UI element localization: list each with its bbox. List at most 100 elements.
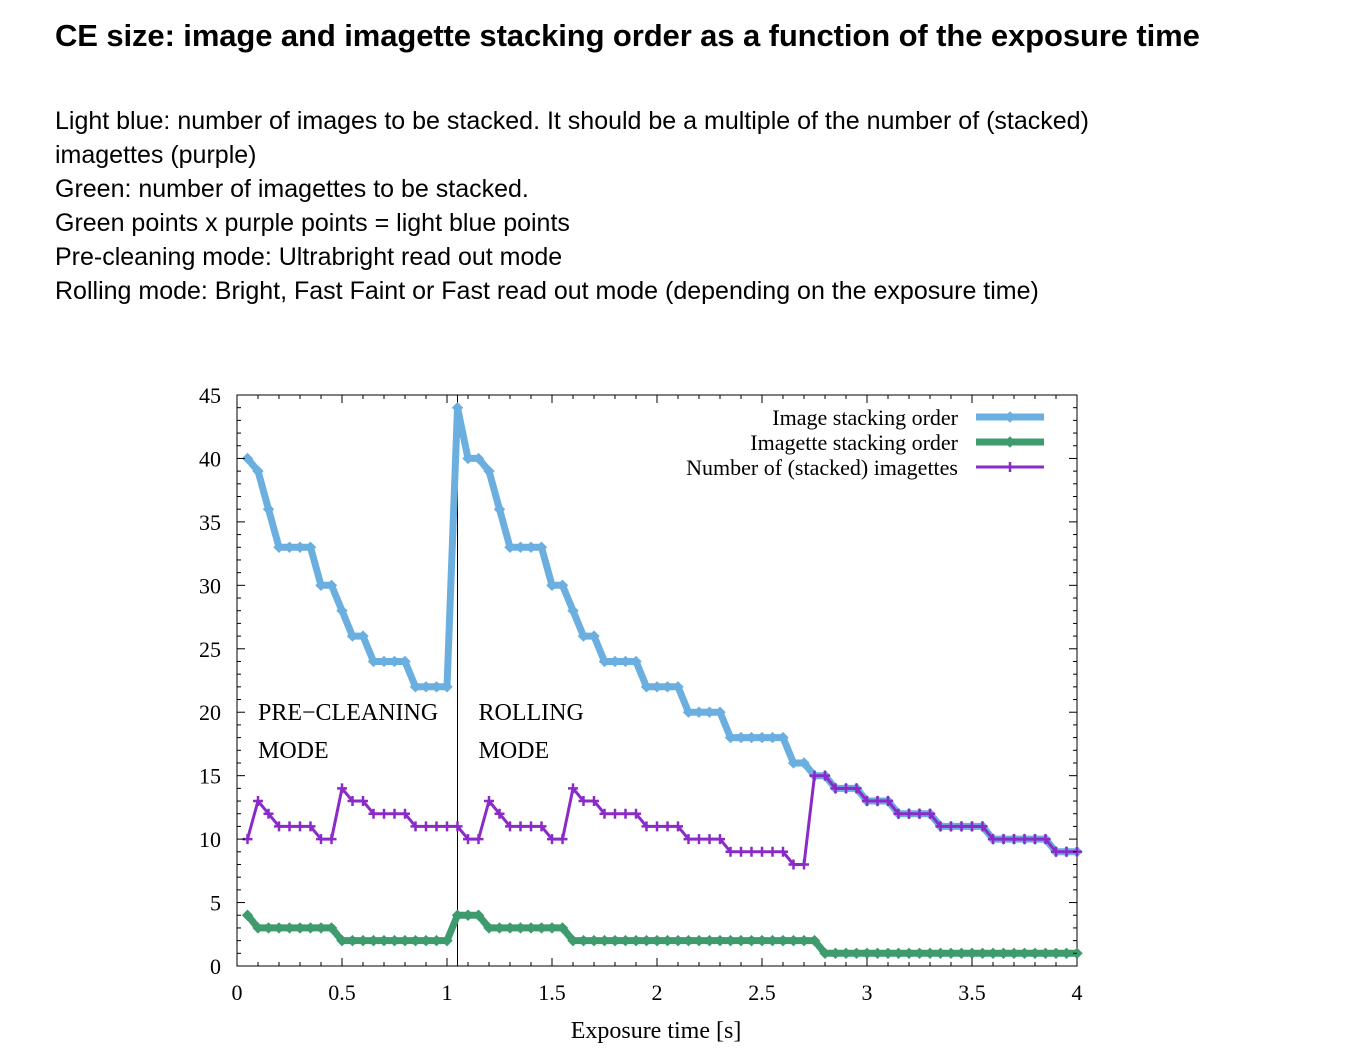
data-point [620,808,631,819]
data-point [609,655,621,668]
data-point [735,731,747,744]
data-point [736,846,746,857]
data-point [715,834,725,845]
data-point [830,783,841,794]
data-point [798,757,810,769]
data-point [778,846,788,857]
data-point [430,681,443,693]
data-point [914,808,925,819]
mode-annotation: MODE [479,738,550,764]
data-point [851,783,862,794]
series-number-of-stacked-imagettes [242,770,1082,870]
data-point [651,934,663,947]
page-title: CE size: image and imagette stacking ord… [55,18,1200,53]
data-point [567,605,579,617]
mode-annotation: MODE [258,738,329,764]
data-point [682,706,695,718]
data-point [1060,947,1073,960]
data-point [367,655,380,668]
data-point [252,465,264,477]
data-point [472,909,485,921]
data-point [1009,834,1019,845]
data-point [850,947,863,960]
data-point [504,541,516,553]
series-line [244,911,1081,957]
data-point [378,934,390,947]
data-point [1004,411,1016,423]
data-point [493,503,506,515]
data-point [346,934,359,947]
data-point [283,541,296,553]
data-point [316,834,326,845]
data-point [283,922,296,934]
x-tick-label: 1 [442,980,453,1005]
data-point [703,706,716,718]
data-point [389,808,400,819]
data-point [431,821,442,832]
data-point [956,821,967,832]
data-point [820,770,830,781]
data-point [673,821,683,832]
data-point [294,541,306,553]
x-tick-label: 4 [1072,980,1083,1005]
data-point [556,579,569,592]
data-point [337,783,347,794]
data-point [326,834,337,845]
legend-label: Image stacking order [772,405,958,430]
data-point [430,934,443,947]
data-point [862,796,872,807]
data-point [294,922,306,934]
data-point [535,922,548,934]
data-point [253,796,263,807]
data-point [988,834,998,845]
data-point [767,846,778,857]
data-point [368,808,379,819]
data-point [262,922,275,934]
y-tick-label: 10 [199,827,221,852]
data-point [840,947,852,960]
data-point [336,605,348,617]
data-point [693,934,705,947]
data-point [536,821,547,832]
data-point [1040,834,1051,845]
data-point [640,681,653,693]
data-point [588,934,600,947]
x-tick-label: 2.5 [748,980,776,1005]
data-point [987,947,999,960]
data-point [610,808,620,819]
data-point [903,947,915,960]
data-point [567,934,579,947]
data-point [357,630,369,642]
data-point [325,922,338,934]
data-point [462,909,474,921]
data-point [483,922,495,934]
data-point [672,934,684,947]
data-point [892,947,905,960]
y-tick-label: 30 [199,573,221,598]
data-point [630,655,642,668]
data-point [441,681,453,693]
data-point [421,821,431,832]
data-point [315,922,327,934]
data-point [619,934,632,947]
series-line [246,774,1079,866]
data-point [400,808,410,819]
data-point [1004,436,1016,448]
data-point [378,655,390,668]
mode-annotation: ROLLING [479,700,584,726]
data-point [1030,834,1040,845]
data-point [703,934,716,947]
y-tick-label: 40 [199,446,221,471]
data-point [263,808,274,819]
data-point [1018,947,1031,960]
data-point [441,934,453,947]
data-point [976,947,989,960]
data-point [315,579,327,592]
data-point [525,541,537,553]
data-point [379,808,389,819]
data-point [630,934,642,947]
data-point [262,503,275,515]
plot-area-border [236,394,1078,967]
data-point [871,947,884,960]
data-point [799,859,809,870]
